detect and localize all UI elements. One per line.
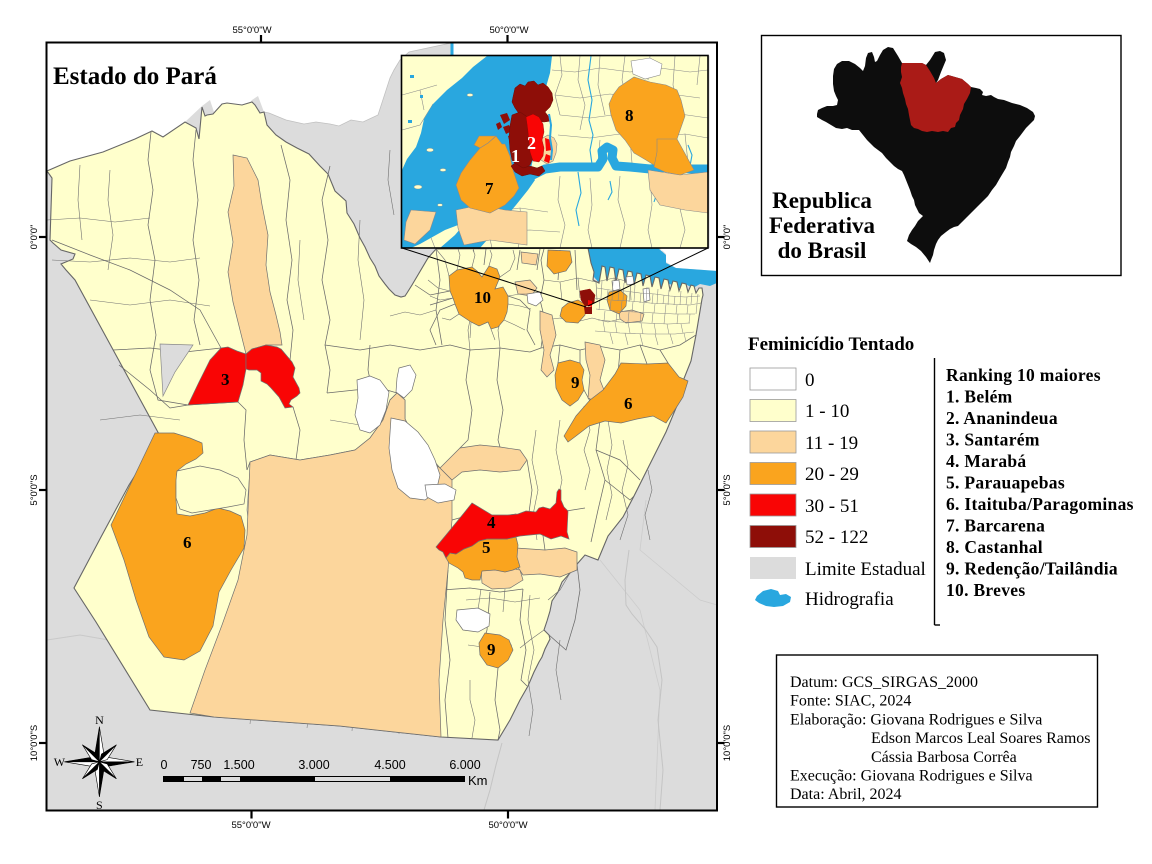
svg-text:5. Parauapebas: 5. Parauapebas: [946, 473, 1065, 493]
svg-text:750: 750: [191, 758, 212, 772]
svg-text:Limite Estadual: Limite Estadual: [805, 559, 926, 580]
svg-text:50°0'0"W: 50°0'0"W: [489, 25, 528, 36]
svg-text:Hidrografia: Hidrografia: [805, 589, 894, 610]
svg-text:Estado do Pará: Estado do Pará: [53, 63, 217, 90]
svg-text:55°0'0"W: 55°0'0"W: [232, 25, 271, 36]
svg-text:W: W: [54, 755, 66, 769]
svg-text:2. Ananindeua: 2. Ananindeua: [946, 408, 1058, 428]
svg-text:4. Marabá: 4. Marabá: [946, 451, 1026, 471]
svg-text:do Brasil: do Brasil: [778, 238, 867, 263]
svg-text:0°0'0": 0°0'0": [29, 225, 40, 250]
svg-text:0: 0: [161, 758, 168, 772]
svg-text:Fonte: SIAC, 2024: Fonte: SIAC, 2024: [790, 693, 911, 710]
svg-text:9: 9: [571, 373, 580, 392]
svg-text:S: S: [96, 798, 103, 812]
svg-text:1.500: 1.500: [223, 758, 254, 772]
svg-text:E: E: [136, 755, 143, 769]
svg-text:Execução: Giovana Rodrigues e: Execução: Giovana Rodrigues e Silva: [790, 768, 1033, 785]
svg-text:55°0'0"W: 55°0'0"W: [231, 820, 270, 831]
svg-text:6: 6: [183, 533, 192, 552]
svg-text:10. Breves: 10. Breves: [946, 580, 1025, 600]
svg-text:50°0'0"W: 50°0'0"W: [488, 820, 527, 831]
svg-text:Edson Marcos Leal Soares Ramos: Edson Marcos Leal Soares Ramos: [871, 730, 1091, 747]
svg-text:5: 5: [482, 538, 491, 557]
svg-text:2: 2: [527, 133, 536, 153]
svg-text:4: 4: [487, 513, 496, 532]
svg-text:Feminicídio Tentado: Feminicídio Tentado: [748, 334, 914, 355]
svg-text:1: 1: [511, 146, 520, 166]
svg-text:5°0'0"S: 5°0'0"S: [29, 474, 40, 505]
svg-text:1. Belém: 1. Belém: [946, 387, 1013, 407]
svg-text:8: 8: [625, 106, 634, 125]
svg-text:10: 10: [474, 288, 491, 307]
svg-text:0: 0: [805, 370, 815, 391]
svg-text:6.000: 6.000: [449, 758, 480, 772]
svg-text:Republica: Republica: [772, 188, 872, 213]
svg-text:8. Castanhal: 8. Castanhal: [946, 537, 1043, 557]
svg-text:5°0'0"S: 5°0'0"S: [722, 474, 733, 505]
svg-text:Federativa: Federativa: [769, 213, 876, 238]
svg-text:6. Itaituba/Paragominas: 6. Itaituba/Paragominas: [946, 494, 1134, 514]
svg-text:4.500: 4.500: [374, 758, 405, 772]
svg-text:Data: Abril, 2024: Data: Abril, 2024: [790, 786, 902, 803]
svg-text:9: 9: [487, 640, 496, 659]
svg-text:1 - 10: 1 - 10: [805, 401, 849, 422]
svg-text:20 - 29: 20 - 29: [805, 464, 859, 485]
svg-text:3.000: 3.000: [298, 758, 329, 772]
svg-text:0°0'0": 0°0'0": [722, 225, 733, 250]
svg-text:7. Barcarena: 7. Barcarena: [946, 516, 1045, 536]
svg-text:3: 3: [221, 370, 230, 389]
svg-text:Ranking 10 maiores: Ranking 10 maiores: [946, 365, 1101, 385]
svg-text:Datum: GCS_SIRGAS_2000: Datum: GCS_SIRGAS_2000: [790, 674, 978, 691]
svg-text:Elaboração: Giovana Rodrigues: Elaboração: Giovana Rodrigues e Silva: [790, 711, 1042, 728]
svg-text:9. Redenção/Tailândia: 9. Redenção/Tailândia: [946, 559, 1118, 579]
svg-text:6: 6: [624, 394, 633, 413]
svg-text:7: 7: [485, 179, 494, 198]
svg-text:Cássia Barbosa Corrêa: Cássia Barbosa Corrêa: [871, 749, 1017, 766]
svg-text:3. Santarém: 3. Santarém: [946, 430, 1040, 450]
svg-text:11 - 19: 11 - 19: [805, 433, 858, 454]
svg-text:10°0'0"S: 10°0'0"S: [29, 725, 40, 761]
svg-text:10°0'0"S: 10°0'0"S: [722, 725, 733, 761]
svg-text:52 - 122: 52 - 122: [805, 527, 868, 548]
svg-text:N: N: [95, 713, 104, 727]
svg-text:30 - 51: 30 - 51: [805, 496, 859, 517]
svg-text:Km: Km: [468, 773, 488, 788]
